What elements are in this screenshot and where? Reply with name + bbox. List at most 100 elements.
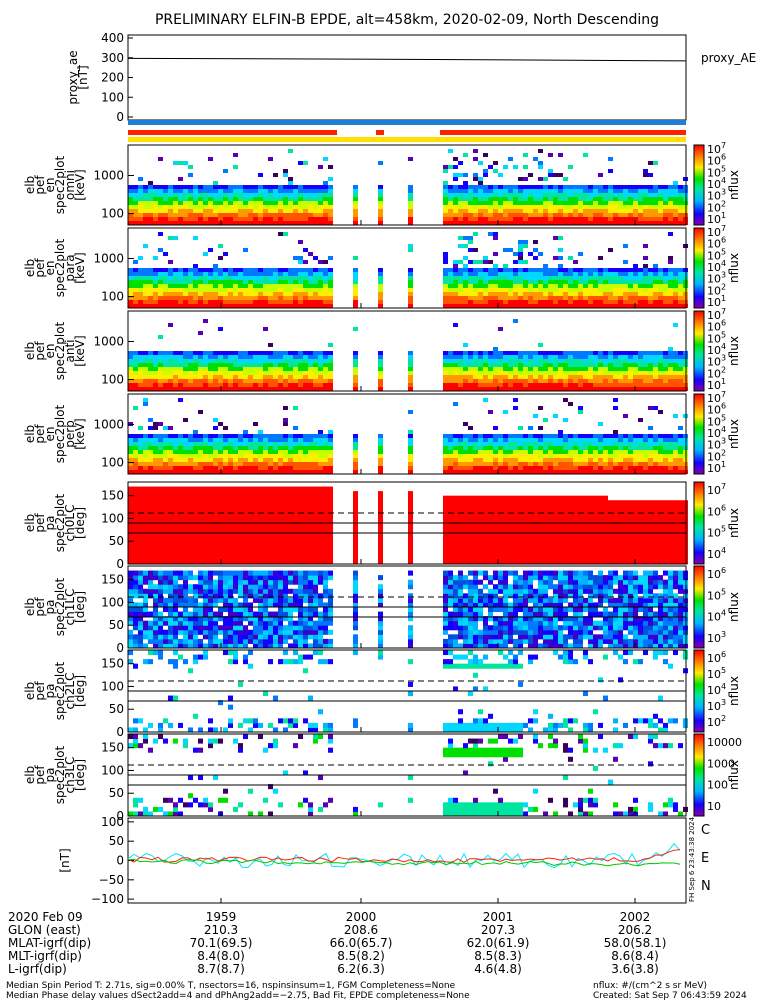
spectrogram-cell <box>528 462 533 466</box>
spectrogram-cell <box>598 209 603 213</box>
spectrogram-cell <box>298 217 303 221</box>
spectrogram-cell <box>223 252 228 256</box>
spectrogram-cell <box>223 446 228 450</box>
spectrogram-cell <box>143 371 148 375</box>
spectrogram-cell <box>203 541 208 547</box>
spectrogram-cell <box>138 221 143 225</box>
spectrogram-cell <box>483 367 488 371</box>
spectrogram-cell <box>183 550 188 556</box>
spectrogram-cell <box>458 205 463 209</box>
spectrogram-cell <box>173 197 178 201</box>
spectrogram-cell <box>528 296 533 300</box>
spectrogram-cell <box>233 454 238 458</box>
spectrogram-cell <box>288 466 293 470</box>
spectrogram-cell <box>293 268 298 272</box>
spectrogram-cell <box>533 383 538 387</box>
spectrogram-cell <box>258 523 263 529</box>
spectrogram-cell <box>233 527 238 533</box>
spectrogram-cell <box>488 213 493 217</box>
spectrogram-cell <box>473 454 478 458</box>
spectrogram-cell <box>613 363 618 367</box>
spectrogram-cell <box>523 446 528 450</box>
spectrogram-cell <box>593 442 598 446</box>
spectrogram-cell <box>128 554 133 560</box>
spectrogram-cell <box>203 442 208 446</box>
spectrogram-cell <box>143 554 148 560</box>
spectrogram-cell <box>488 272 493 276</box>
spectrogram-cell <box>353 280 358 284</box>
spectrogram-cell <box>158 296 163 300</box>
spectrogram-cell <box>588 209 593 213</box>
spectrogram-cell <box>468 213 473 217</box>
spectrogram-cell <box>273 351 278 355</box>
spectrogram-cell <box>153 383 158 387</box>
spectrogram-cell <box>493 209 498 213</box>
spectrogram-cell <box>628 197 633 201</box>
spectrogram-cell <box>463 367 468 371</box>
spectrogram-cell <box>283 300 288 304</box>
spectrogram-cell <box>268 276 273 280</box>
spectrogram-cell <box>598 442 603 446</box>
spectrogram-cell <box>153 532 158 538</box>
spectrogram-cell <box>283 486 288 492</box>
spectrogram-cell <box>553 189 558 193</box>
spectrogram-cell <box>133 292 138 296</box>
spectrogram-cell <box>493 300 498 304</box>
spectrogram-cell <box>453 554 458 560</box>
spectrogram-cell <box>638 359 643 363</box>
spectrogram-cell <box>323 363 328 367</box>
spectrogram-cell <box>478 442 483 446</box>
spectrogram-cell <box>618 434 623 438</box>
spectrogram-cell <box>273 518 278 524</box>
spectrogram-cell <box>613 284 618 288</box>
spectrogram-cell <box>243 518 248 524</box>
spectrogram-cell <box>518 260 523 264</box>
spectrogram-cell <box>278 554 283 560</box>
spectrogram-cell <box>463 518 468 524</box>
spectrogram-cell <box>138 523 143 529</box>
spectrogram-cell <box>658 268 663 272</box>
spectrogram-cell <box>238 470 243 474</box>
spectrogram-cell <box>238 276 243 280</box>
spectrogram-cell <box>558 458 563 462</box>
spectrogram-cell <box>613 387 618 391</box>
spectrogram-cell <box>578 209 583 213</box>
spectrogram-cell <box>543 462 548 466</box>
spectrogram-cell <box>633 272 638 276</box>
spectrogram-cell <box>658 359 663 363</box>
spectrogram-cell <box>508 446 513 450</box>
spectrogram-cell <box>293 532 298 538</box>
spectrogram-cell <box>473 554 478 560</box>
spectrogram-cell <box>553 383 558 387</box>
spectrogram-cell <box>203 446 208 450</box>
spectrogram-cell <box>138 256 143 260</box>
spectrogram-cell <box>568 379 573 383</box>
spectrogram-cell <box>468 201 473 205</box>
spectrogram-cell <box>328 550 333 556</box>
spectrogram-cell <box>293 272 298 276</box>
spectrogram-cell <box>603 209 608 213</box>
spectrogram-cell <box>163 193 168 197</box>
spectrogram-cell <box>533 387 538 391</box>
spectrogram-cell <box>148 268 153 272</box>
spectrogram-cell <box>148 550 153 556</box>
spectrogram-cell <box>153 272 158 276</box>
spectrogram-cell <box>578 276 583 280</box>
spectrogram-cell <box>378 491 383 497</box>
spectrogram-cell <box>128 209 133 213</box>
y-axis-label-line: en <box>43 344 57 359</box>
spectrogram-cell <box>638 375 643 379</box>
spectrogram-cell <box>213 213 218 217</box>
spectrogram-cell <box>128 359 133 363</box>
spectrogram-cell <box>133 462 138 466</box>
spectrogram-cell <box>273 363 278 367</box>
spectrogram-cell <box>503 351 508 355</box>
spectrogram-cell <box>318 288 323 292</box>
spectrogram-cell <box>608 272 613 276</box>
spectrogram-cell <box>318 500 323 506</box>
spectrogram-cell <box>193 523 198 529</box>
spectrogram-cell <box>498 351 503 355</box>
spectrogram-cell <box>253 491 258 497</box>
spectrogram-cell <box>633 442 638 446</box>
spectrogram-cell <box>258 434 263 438</box>
